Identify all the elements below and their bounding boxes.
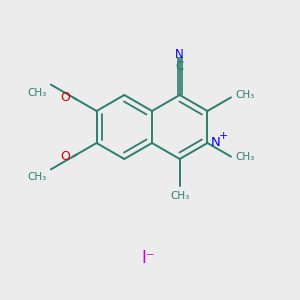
Text: CH₃: CH₃ [235,90,254,100]
Text: I⁻: I⁻ [141,249,155,267]
Text: CH₃: CH₃ [28,172,47,182]
Text: O: O [60,150,70,163]
Text: CH₃: CH₃ [170,191,189,201]
Text: C: C [176,59,184,73]
Text: O: O [60,91,70,104]
Text: CH₃: CH₃ [28,88,47,98]
Text: +: + [218,131,228,141]
Text: N: N [210,136,220,148]
Text: CH₃: CH₃ [235,152,254,162]
Text: N: N [175,47,184,61]
